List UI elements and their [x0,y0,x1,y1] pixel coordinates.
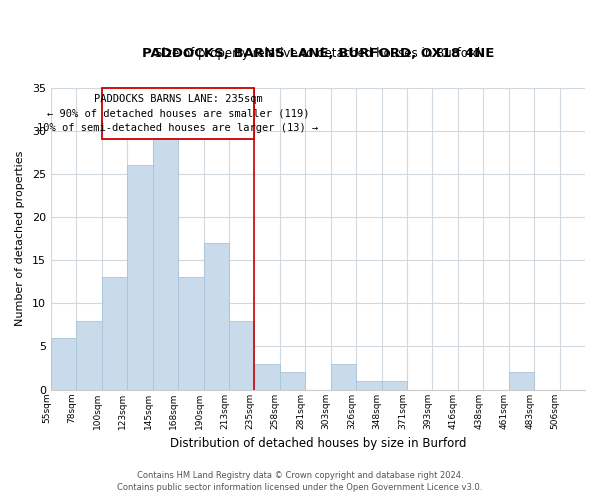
Bar [102,278,127,390]
Bar [382,381,407,390]
Text: 10% of semi-detached houses are larger (13) →: 10% of semi-detached houses are larger (… [37,123,319,133]
Bar [229,320,254,390]
Bar [76,320,102,390]
Bar [254,364,280,390]
Bar [51,338,76,390]
Bar [356,381,382,390]
Bar [127,166,152,390]
Text: Contains HM Land Registry data © Crown copyright and database right 2024.
Contai: Contains HM Land Registry data © Crown c… [118,471,482,492]
Bar [203,243,229,390]
Y-axis label: Number of detached properties: Number of detached properties [15,151,25,326]
Bar [509,372,534,390]
FancyBboxPatch shape [102,88,254,140]
Bar [152,140,178,390]
Bar [331,364,356,390]
Bar [178,278,203,390]
X-axis label: Distribution of detached houses by size in Burford: Distribution of detached houses by size … [170,437,466,450]
Bar [280,372,305,390]
Text: PADDOCKS BARNS LANE: 235sqm: PADDOCKS BARNS LANE: 235sqm [94,94,262,104]
Text: PADDOCKS, BARNS LANE, BURFORD, OX18 4NE: PADDOCKS, BARNS LANE, BURFORD, OX18 4NE [142,48,494,60]
Text: ← 90% of detached houses are smaller (119): ← 90% of detached houses are smaller (11… [47,108,310,118]
Title: Size of property relative to detached houses in Burford: Size of property relative to detached ho… [155,47,481,60]
